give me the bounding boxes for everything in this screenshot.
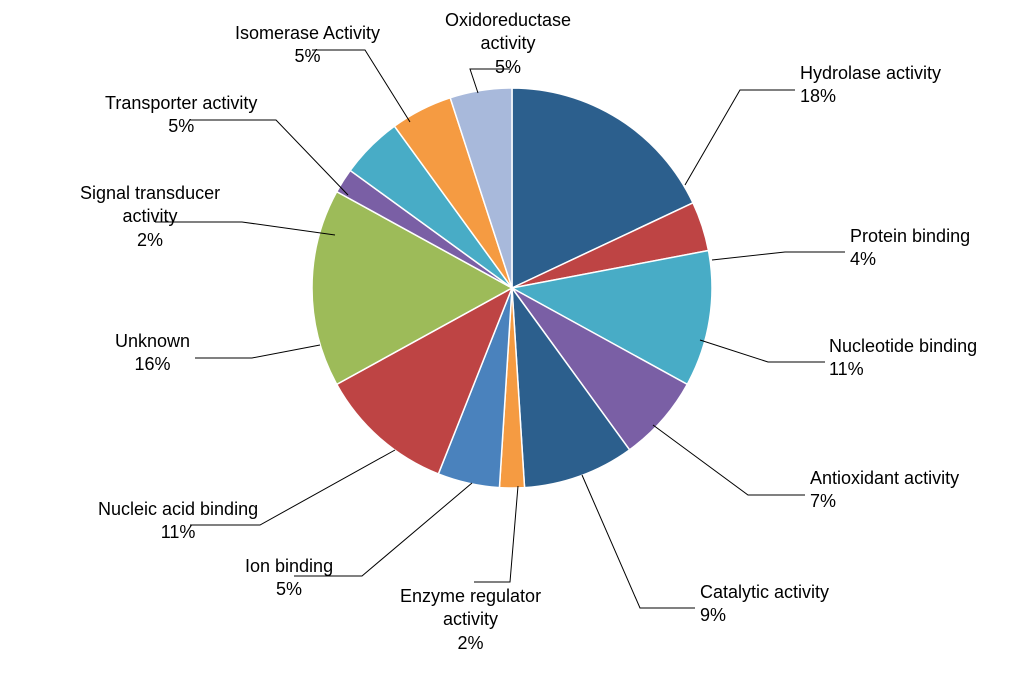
slice-label: Hydrolase activity 18%: [800, 62, 941, 109]
pie-svg: [312, 88, 712, 488]
slice-label: Enzyme regulator activity 2%: [400, 585, 541, 655]
slice-label: Antioxidant activity 7%: [810, 467, 959, 514]
slice-label: Ion binding 5%: [245, 555, 333, 602]
leader-line: [474, 486, 518, 582]
slice-label: Protein binding 4%: [850, 225, 970, 272]
slice-label: Unknown 16%: [115, 330, 190, 377]
slice-label: Nucleotide binding 11%: [829, 335, 977, 382]
pie-chart: Hydrolase activity 18% Protein binding 4%…: [0, 0, 1024, 697]
leader-line: [582, 475, 695, 608]
slice-label: Transporter activity 5%: [105, 92, 257, 139]
leader-line: [712, 252, 845, 260]
slice-label: Signal transducer activity 2%: [80, 182, 220, 252]
slice-label: Isomerase Activity 5%: [235, 22, 380, 69]
slice-label: Oxidoreductase activity 5%: [445, 9, 571, 79]
leader-line: [195, 345, 320, 358]
slice-label: Nucleic acid binding 11%: [98, 498, 258, 545]
leader-line: [700, 340, 825, 362]
slice-label: Catalytic activity 9%: [700, 581, 829, 628]
